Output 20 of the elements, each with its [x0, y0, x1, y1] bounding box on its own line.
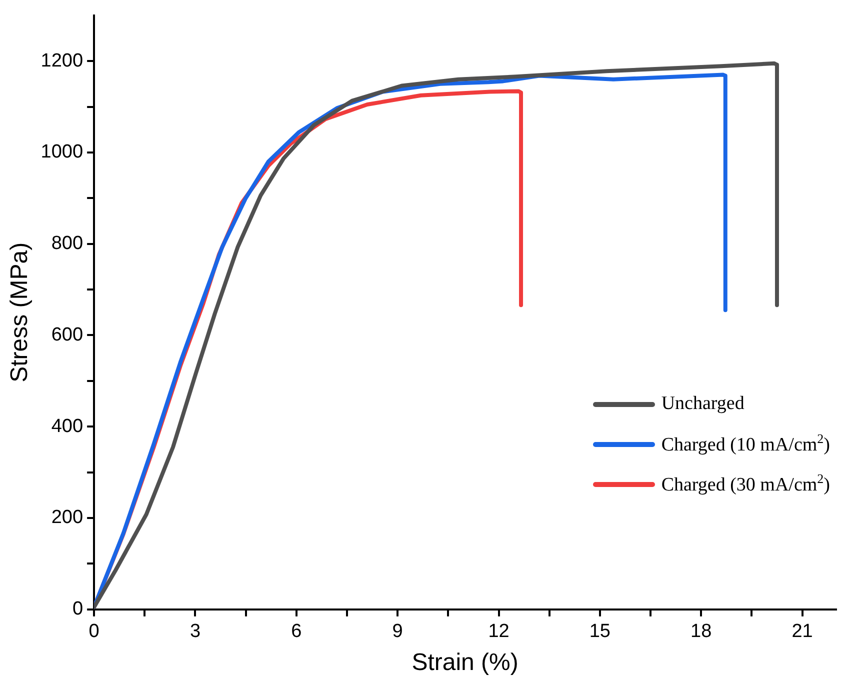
y-tick-label: 600 — [51, 324, 84, 346]
y-tick-label: 1000 — [40, 142, 84, 163]
y-axis-title: Stress (MPa) — [6, 242, 34, 382]
x-tick-label: 0 — [88, 621, 100, 642]
x-tick-label: 9 — [392, 621, 403, 642]
y-tick-label: 400 — [51, 416, 84, 437]
x-tick-label: 12 — [488, 621, 510, 642]
x-tick-label: 15 — [589, 621, 610, 642]
x-axis-title: Strain (%) — [412, 649, 518, 676]
y-tick-label: 200 — [51, 507, 84, 528]
x-tick-label: 6 — [291, 621, 302, 642]
x-tick-label: 21 — [792, 621, 813, 642]
y-tick-label: 1200 — [40, 50, 84, 72]
legend-label: Uncharged — [661, 393, 744, 415]
y-tick-label: 800 — [51, 233, 84, 254]
legend-label: Charged (10 mA/cm$^{2}$) — [661, 431, 830, 457]
x-tick-label: 18 — [690, 621, 712, 642]
y-tick-label: 0 — [72, 598, 84, 620]
x-tick-label: 3 — [190, 621, 201, 642]
legend-label: Charged (30 mA/cm$^{2}$) — [661, 471, 830, 497]
